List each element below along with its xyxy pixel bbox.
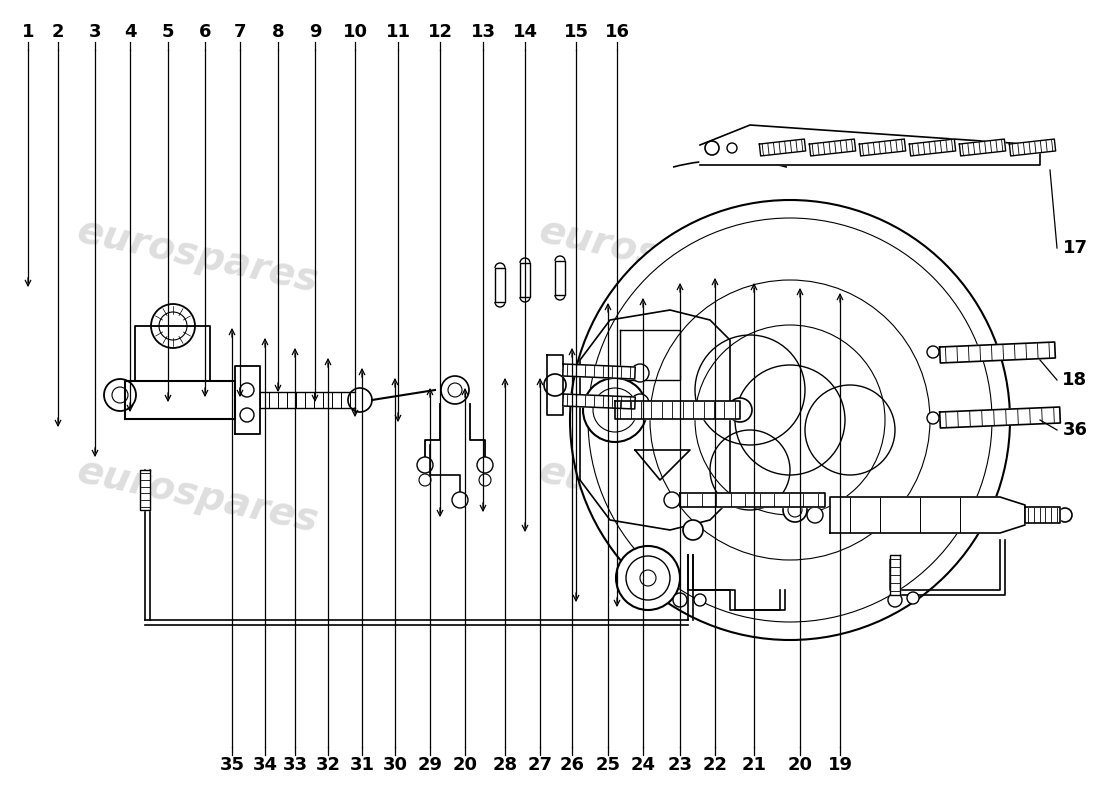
Text: 34: 34: [253, 756, 277, 774]
Text: 5: 5: [162, 23, 174, 41]
Polygon shape: [830, 497, 1025, 533]
Circle shape: [694, 594, 706, 606]
Circle shape: [683, 520, 703, 540]
Text: 30: 30: [383, 756, 407, 774]
Circle shape: [783, 498, 807, 522]
Text: 4: 4: [123, 23, 136, 41]
Polygon shape: [1010, 139, 1056, 156]
Text: 3: 3: [89, 23, 101, 41]
Text: 17: 17: [1063, 239, 1088, 257]
Circle shape: [927, 412, 939, 424]
Polygon shape: [700, 125, 1040, 165]
Text: 36: 36: [1063, 421, 1088, 439]
Text: 15: 15: [563, 23, 589, 41]
Text: 21: 21: [741, 756, 767, 774]
Polygon shape: [939, 407, 1060, 428]
Text: 11: 11: [385, 23, 410, 41]
Circle shape: [616, 546, 680, 610]
Polygon shape: [235, 366, 260, 434]
Text: 7: 7: [233, 23, 246, 41]
Polygon shape: [125, 381, 235, 419]
Circle shape: [441, 376, 469, 404]
Text: 23: 23: [668, 756, 693, 774]
Circle shape: [240, 408, 254, 422]
Text: 10: 10: [342, 23, 367, 41]
Polygon shape: [140, 470, 150, 510]
Circle shape: [477, 457, 493, 473]
Text: 2: 2: [52, 23, 64, 41]
Circle shape: [583, 378, 647, 442]
Polygon shape: [495, 268, 505, 302]
Text: 31: 31: [350, 756, 374, 774]
Polygon shape: [890, 555, 900, 595]
Text: 32: 32: [316, 756, 341, 774]
Text: 13: 13: [471, 23, 495, 41]
Circle shape: [908, 592, 918, 604]
Text: 28: 28: [493, 756, 518, 774]
Text: 14: 14: [513, 23, 538, 41]
Polygon shape: [859, 139, 905, 156]
Polygon shape: [520, 263, 530, 297]
Polygon shape: [680, 493, 825, 507]
Text: 35: 35: [220, 756, 244, 774]
Text: eurospares: eurospares: [74, 212, 322, 300]
Text: 9: 9: [309, 23, 321, 41]
Polygon shape: [810, 139, 856, 156]
Text: eurospares: eurospares: [74, 452, 322, 540]
Circle shape: [927, 346, 939, 358]
Polygon shape: [556, 261, 565, 295]
Text: 1: 1: [22, 23, 34, 41]
Text: 33: 33: [283, 756, 308, 774]
Polygon shape: [1025, 507, 1060, 523]
Text: 29: 29: [418, 756, 442, 774]
Circle shape: [673, 593, 688, 607]
Text: 12: 12: [428, 23, 452, 41]
Circle shape: [544, 374, 566, 396]
Polygon shape: [547, 355, 563, 415]
Circle shape: [727, 143, 737, 153]
Circle shape: [1058, 508, 1072, 522]
Circle shape: [728, 398, 752, 422]
Circle shape: [348, 388, 372, 412]
Circle shape: [664, 492, 680, 508]
Polygon shape: [939, 342, 1055, 363]
Text: 19: 19: [827, 756, 853, 774]
Text: 20: 20: [788, 756, 813, 774]
Circle shape: [417, 457, 433, 473]
Polygon shape: [910, 139, 956, 156]
Polygon shape: [615, 401, 740, 419]
Text: 8: 8: [272, 23, 284, 41]
Circle shape: [888, 593, 902, 607]
Text: eurospares: eurospares: [536, 452, 784, 540]
Circle shape: [104, 379, 136, 411]
Text: 20: 20: [452, 756, 477, 774]
Text: 27: 27: [528, 756, 552, 774]
Circle shape: [807, 507, 823, 523]
Circle shape: [631, 364, 649, 382]
Text: 18: 18: [1063, 371, 1088, 389]
Text: eurospares: eurospares: [536, 212, 784, 300]
Text: 6: 6: [199, 23, 211, 41]
Polygon shape: [959, 139, 1005, 156]
Circle shape: [151, 304, 195, 348]
Text: 25: 25: [595, 756, 620, 774]
Circle shape: [705, 141, 719, 155]
Polygon shape: [135, 326, 210, 381]
Text: 26: 26: [560, 756, 584, 774]
Polygon shape: [563, 364, 635, 379]
Polygon shape: [563, 394, 635, 409]
Circle shape: [570, 200, 1010, 640]
Text: 24: 24: [630, 756, 656, 774]
Polygon shape: [759, 139, 805, 156]
Circle shape: [452, 492, 468, 508]
Text: 22: 22: [703, 756, 727, 774]
Text: 16: 16: [605, 23, 629, 41]
Circle shape: [240, 383, 254, 397]
Circle shape: [631, 394, 649, 412]
